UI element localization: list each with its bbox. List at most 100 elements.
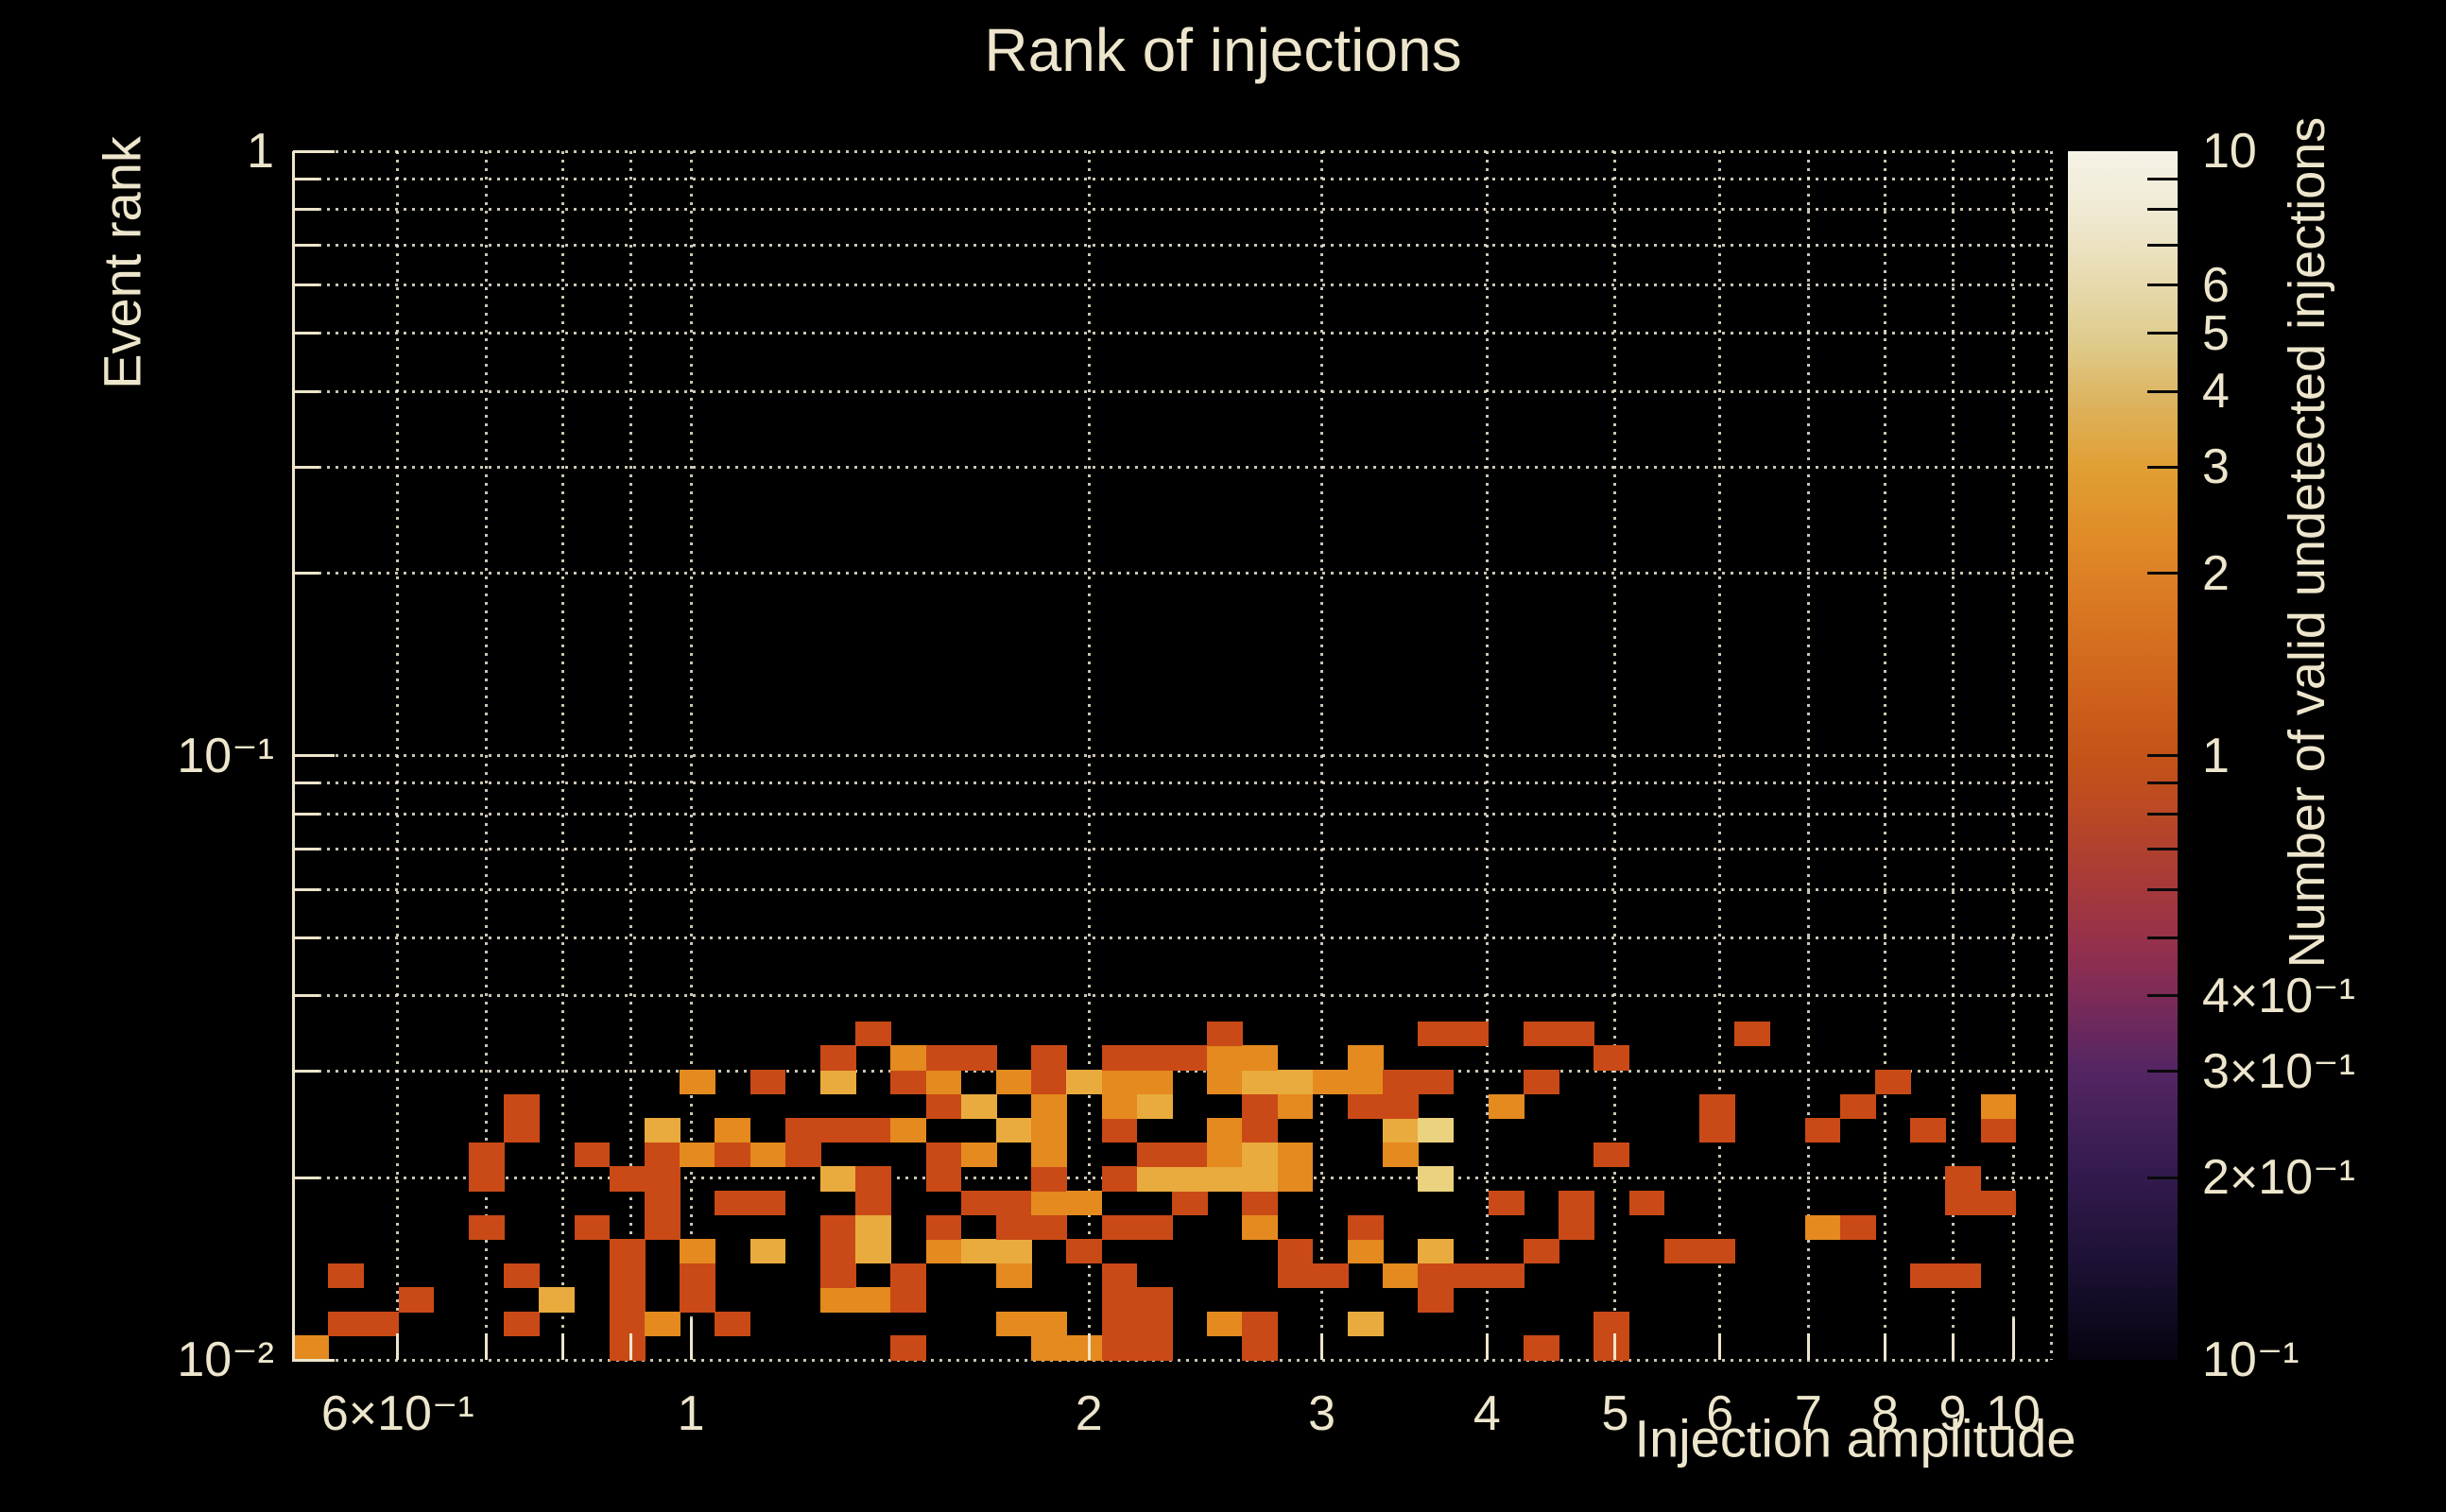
x-tick-label: 4 [1473,1386,1501,1441]
heatmap-cell [1804,1214,1841,1240]
heatmap-cell [890,1045,927,1071]
colorbar-tick [2147,936,2178,939]
grid-line-x [1613,151,1617,1360]
colorbar-tick [2147,208,2178,212]
heatmap-cell [645,1118,680,1143]
grid-line-x [1806,151,1810,1360]
heatmap-cell [680,1239,716,1264]
heatmap-cell [1207,1070,1244,1095]
heatmap-cell [1101,1263,1138,1288]
x-tick-label: 10 [1986,1386,2041,1441]
y-tick [293,782,319,785]
colorbar-title: Number of valid undetected injections [2279,116,2335,969]
x-tick-label: 3 [1308,1386,1336,1441]
heatmap-cell [1524,1070,1559,1095]
x-tick [1883,1333,1886,1360]
heatmap-cell [1242,1190,1279,1216]
y-tick [293,848,319,851]
heatmap-cell [1804,1118,1841,1143]
heatmap-cell [469,1166,505,1192]
heatmap-cell [1101,1070,1138,1095]
y-tick [293,812,319,816]
heatmap-cell [715,1190,751,1216]
x-tick-label: 9 [1938,1386,1967,1441]
heatmap-cell [1066,1070,1103,1095]
heatmap-cell [855,1118,892,1143]
colorbar-tick [2147,754,2178,757]
y-tick [293,572,319,576]
y-tick-label: 1 [247,124,274,179]
colorbar-tick-label: 10 [2202,124,2257,179]
heatmap-cell [645,1214,680,1240]
heatmap-cell [1101,1093,1138,1119]
heatmap-cell [680,1142,716,1168]
grid-line-y [293,177,2051,180]
y-tick [293,243,319,247]
heatmap-cell [504,1118,541,1143]
heatmap-cell [469,1214,505,1240]
colorbar-tick [2147,243,2178,247]
colorbar-tick-label: 6 [2202,257,2230,313]
heatmap-cell [1277,1070,1314,1095]
heatmap-cell [715,1311,751,1337]
grid-line-x [1883,151,1886,1360]
heatmap-cell [820,1214,856,1240]
heatmap-cell [609,1335,646,1361]
heatmap-cell [960,1190,997,1216]
colorbar-tick [2147,994,2178,998]
heatmap-cell [1559,1021,1595,1047]
heatmap-cell [1559,1190,1595,1216]
heatmap-cell [1348,1093,1384,1119]
heatmap-cell [925,1166,962,1192]
heatmap-cell [1524,1021,1559,1047]
grid-line-y [293,465,2051,469]
y-tick [293,149,335,153]
heatmap-cell [855,1214,892,1240]
heatmap-cell [996,1263,1032,1288]
heatmap-cell [855,1239,892,1264]
heatmap-cell [504,1093,541,1119]
heatmap-cell [1242,1070,1279,1095]
x-tick-label: 7 [1794,1386,1822,1441]
heatmap-cell [1945,1166,1982,1192]
heatmap-cell [1559,1214,1595,1240]
heatmap-cell [890,1118,927,1143]
heatmap-cell [1348,1045,1384,1071]
x-tick [1806,1333,1810,1360]
heatmap-cell [1101,1118,1138,1143]
heatmap-cell [1136,1214,1173,1240]
heatmap-cell [1066,1190,1103,1216]
heatmap-cell [1593,1311,1630,1337]
heatmap-cell [1101,1045,1138,1071]
x-tick [2011,1318,2015,1360]
heatmap-cell [820,1287,856,1313]
heatmap-cell [645,1190,680,1216]
heatmap-cell [1348,1214,1384,1240]
colorbar-tick [2147,782,2178,785]
heatmap-cell [1628,1190,1665,1216]
heatmap-cell [1277,1093,1314,1119]
colorbar-tick-label: 4×10⁻¹ [2202,968,2355,1023]
heatmap-cell [1136,1311,1173,1337]
heatmap-cell [1418,1263,1455,1288]
heatmap-cell [1980,1093,2017,1119]
y-axis-title: Event rank [92,136,152,389]
heatmap-cell [1172,1142,1208,1168]
heatmap-cell [1136,1142,1173,1168]
y-tick [293,1358,335,1362]
heatmap-cell [328,1263,365,1288]
heatmap-cell [1418,1070,1455,1095]
heatmap-cell [1312,1263,1349,1288]
x-axis-title: Injection amplitude [1634,1408,2076,1469]
y-tick [293,936,319,939]
heatmap-cell [855,1021,892,1047]
heatmap-cell [1101,1287,1138,1313]
heatmap-cell [1699,1239,1735,1264]
heatmap-cell [363,1311,400,1337]
grid-line-x [1718,151,1722,1360]
grid-line-x [2011,151,2015,1360]
colorbar-tick-label: 2 [2202,545,2230,601]
y-tick [293,284,319,287]
heatmap-cell [1524,1239,1559,1264]
